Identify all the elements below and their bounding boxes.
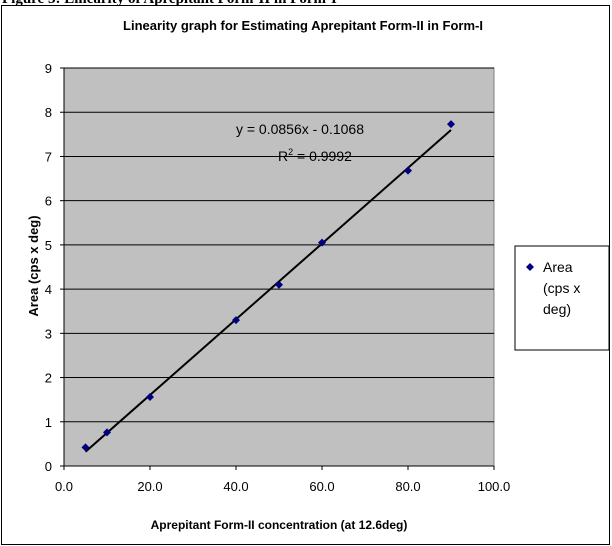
data-point-diamond	[404, 166, 412, 175]
chart-frame: Linearity graph for Estimating Aprepitan…	[1, 5, 610, 545]
x-tick-label: 60.0	[309, 479, 334, 494]
y-tick-label: 6	[45, 194, 52, 209]
legend-box	[514, 245, 610, 351]
data-point-diamond	[81, 443, 90, 452]
data-point-diamond	[146, 393, 154, 402]
data-point-diamond	[447, 120, 455, 129]
y-tick-label: 3	[45, 326, 52, 341]
chart-title: Linearity graph for Estimating Aprepitan…	[123, 18, 483, 33]
y-tick-label: 2	[45, 371, 52, 386]
trendline-equation: y = 0.0856x - 0.1068	[236, 121, 364, 137]
x-tick-label: 0.0	[55, 479, 73, 494]
y-tick-label: 0	[45, 459, 52, 474]
legend-series-label: Area (cps x deg)	[543, 259, 580, 317]
x-tick-label: 40.0	[223, 479, 248, 494]
y-tick-label: 9	[45, 61, 52, 76]
x-tick-label: 100.0	[478, 479, 511, 494]
data-point-diamond	[103, 428, 111, 437]
legend: Area (cps x deg)	[514, 245, 610, 351]
figure-caption: Figure 3: Linearity of Aprepitant Form-I…	[2, 0, 337, 8]
data-point-diamond	[318, 238, 326, 247]
data-point-diamond	[232, 316, 240, 325]
y-tick-label: 8	[45, 105, 52, 120]
r-squared-label: R2 = 0.9992	[278, 147, 352, 164]
y-tick-label: 1	[45, 415, 52, 430]
y-tick-label: 5	[45, 238, 52, 253]
plot-background	[63, 67, 495, 467]
x-axis-label: Aprepitant Form-II concentration (at 12.…	[151, 518, 408, 532]
x-tick-label: 20.0	[137, 479, 162, 494]
y-tick-label: 7	[45, 149, 52, 164]
data-point-diamond	[275, 280, 283, 289]
y-axis-label: Area (cps x deg)	[26, 215, 41, 316]
plot-area: 0 1 2 3 4 5 6 7 8 9 0.0 20.0 40.0 60.0 80.0 100.0 y = 0.…	[45, 61, 511, 494]
y-tick-label: 4	[45, 282, 52, 297]
chart: Linearity graph for Estimating Aprepitan…	[26, 18, 610, 532]
trendline	[84, 129, 452, 453]
x-tick-label: 80.0	[395, 479, 420, 494]
legend-marker-diamond-icon	[526, 263, 534, 271]
